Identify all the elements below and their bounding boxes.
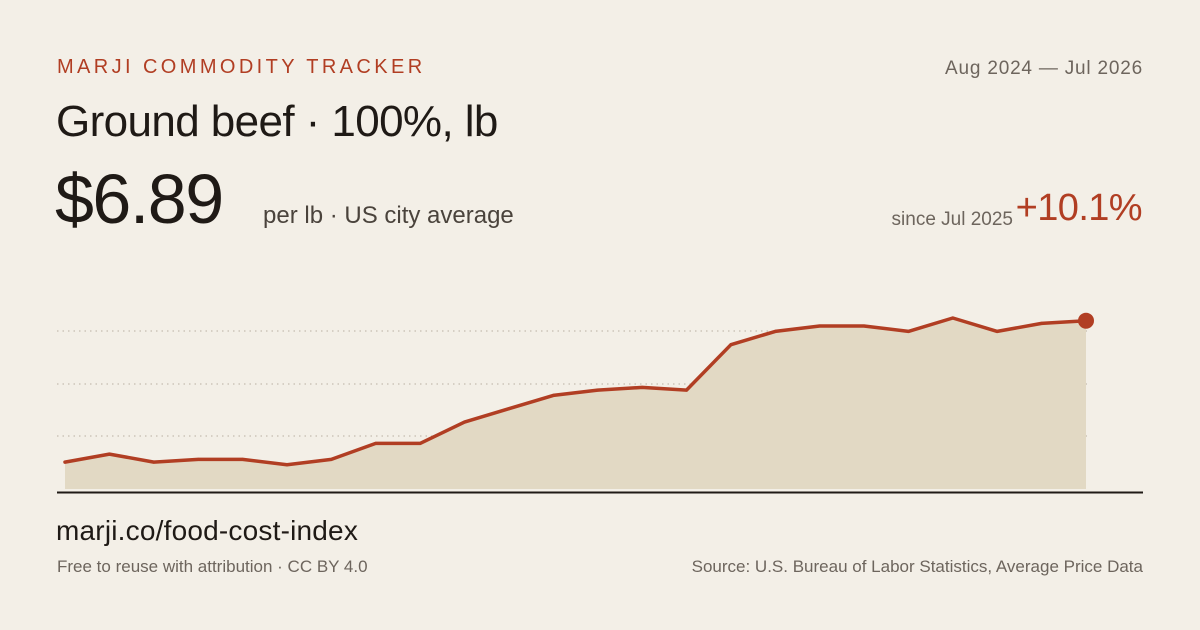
date-range: Aug 2024 — Jul 2026	[945, 58, 1143, 79]
data-point-nov-2024	[196, 457, 200, 461]
license-text: Free to reuse with attribution · CC BY 4…	[57, 557, 368, 576]
latest-point-marker	[1078, 312, 1094, 329]
series-line	[63, 316, 1088, 467]
data-point-apr-2025	[418, 441, 422, 445]
data-point-sep-2024	[107, 452, 111, 456]
data-point-mar-2026	[906, 329, 910, 333]
page-title: Ground beef · 100%, lb	[56, 97, 498, 146]
data-point-dec-2024	[241, 457, 245, 461]
data-point-jan-2025	[285, 463, 289, 467]
data-point-oct-2024	[152, 460, 156, 464]
data-point-jan-2026	[818, 324, 822, 328]
current-price: $6.89	[55, 160, 224, 238]
area-fill	[65, 318, 1086, 489]
data-point-jun-2026	[1040, 321, 1044, 325]
data-point-feb-2026	[862, 324, 866, 328]
source-text: Source: U.S. Bureau of Labor Statistics,…	[691, 557, 1143, 576]
data-point-aug-2024	[63, 460, 67, 464]
price-unit: per lb · US city average	[263, 202, 514, 229]
data-point-may-2025	[463, 420, 466, 424]
data-point-mar-2025	[374, 441, 378, 445]
since-label: since Jul 2025	[891, 209, 1013, 230]
data-point-jun-2025	[507, 407, 511, 411]
data-point-apr-2026	[951, 316, 955, 320]
data-point-aug-2025	[596, 388, 600, 392]
data-point-nov-2025	[729, 343, 733, 347]
data-point-may-2026	[995, 329, 999, 333]
index-link[interactable]: marji.co/food-cost-index	[56, 515, 359, 546]
data-point-jul-2025	[551, 393, 555, 397]
data-point-feb-2025	[329, 457, 333, 461]
brand-label: MARJI COMMODITY TRACKER	[57, 56, 426, 78]
data-point-sep-2025	[640, 385, 644, 389]
data-point-oct-2025	[685, 388, 688, 392]
data-point-dec-2025	[773, 329, 777, 333]
data-points	[63, 316, 1088, 467]
change-value: +10.1%	[1015, 187, 1143, 229]
